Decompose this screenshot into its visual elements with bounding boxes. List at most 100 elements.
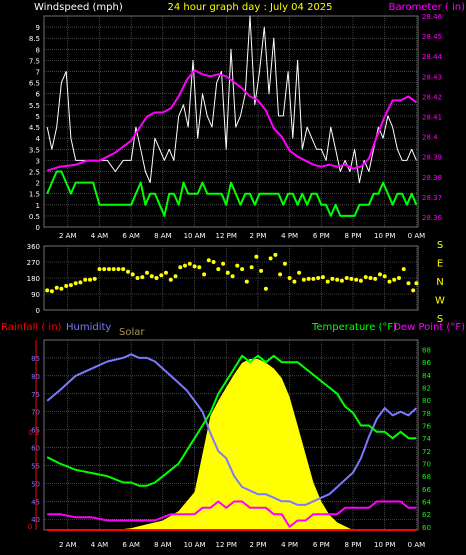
temperature-tick-label: 64	[422, 499, 431, 507]
direction-tick-label: 180	[27, 275, 40, 283]
direction-point	[354, 277, 359, 282]
direction-point	[183, 263, 187, 268]
windspeed-tick-label: 0	[36, 224, 40, 232]
temperature-line	[46, 354, 417, 487]
barometer-tick-label: 28.39	[422, 154, 442, 162]
direction-point	[268, 256, 273, 261]
windspeed-tick-label: 3	[36, 157, 40, 165]
direction-point	[135, 276, 140, 280]
direction-point	[301, 277, 306, 282]
direction-point	[164, 270, 168, 275]
x-tick-label: 0 AM	[408, 541, 426, 549]
temperature-tick-label: 72	[422, 448, 431, 456]
direction-point	[73, 281, 78, 286]
wind-barometer-panel: 9 8.5 8 7.5 7 6.5 6 5.5 5 4.5 4 3.5 3 2.5 2 1.5 1 0.5 0 28.…	[29, 13, 443, 240]
direction-point	[306, 276, 311, 281]
temperature-tick-label: 78	[422, 410, 431, 418]
x-tick-label: 4 PM	[281, 232, 298, 240]
direction-point	[292, 279, 297, 284]
barometer-tick-label: 28.44	[422, 53, 443, 61]
temperature-tick-label: 66	[422, 486, 431, 494]
windspeed-tick-label: 8.5	[29, 35, 40, 43]
direction-point	[83, 277, 88, 282]
direction-point	[202, 272, 207, 277]
direction-point	[216, 267, 221, 272]
direction-point	[145, 270, 149, 275]
direction-point	[273, 252, 278, 257]
direction-point	[263, 286, 268, 291]
direction-point	[97, 267, 102, 272]
x-tick-label: 12 PM	[216, 541, 237, 549]
windspeed-tick-label: 1.5	[29, 191, 40, 199]
direction-point	[411, 288, 416, 293]
x-tick-label: 6 AM	[122, 541, 140, 549]
rain-tick-label: 0.1	[28, 429, 39, 437]
x-tick-label: 4 AM	[91, 232, 109, 240]
barometer-tick-label: 28.46	[422, 13, 443, 21]
barometer-tick-label: 28.4	[422, 134, 438, 142]
direction-point	[68, 283, 73, 288]
direction-point	[397, 276, 401, 280]
windspeed-tick-label: 2.5	[29, 168, 40, 176]
temperature-tick-label: 86	[422, 359, 431, 367]
windspeed-tick-label: 7	[36, 69, 40, 77]
direction-tick-label: 270	[27, 259, 40, 267]
direction-point	[344, 276, 349, 280]
direction-point	[325, 279, 330, 284]
direction-point	[330, 276, 335, 281]
direction-point	[130, 272, 135, 277]
x-tick-label: 6 AM	[122, 232, 140, 240]
windspeed-tick-label: 5	[36, 113, 40, 121]
direction-point	[206, 258, 211, 263]
windspeed-tick-label: 5.5	[29, 102, 40, 110]
direction-point	[64, 284, 69, 288]
humidity-line	[46, 353, 418, 506]
windspeed-tick-label: 4.5	[29, 124, 40, 132]
direction-point	[173, 274, 178, 279]
direction-point	[373, 276, 378, 281]
x-tick-label: 2 PM	[249, 232, 266, 240]
x-tick-label: 10 PM	[374, 541, 395, 549]
direction-point	[358, 278, 363, 283]
direction-point	[244, 279, 249, 284]
direction-point	[192, 264, 197, 269]
direction-point	[320, 275, 325, 280]
direction-point	[363, 275, 368, 280]
average-wind-line	[46, 170, 418, 217]
direction-point	[297, 270, 302, 275]
temperature-tick-label: 84	[422, 372, 431, 380]
direction-point	[240, 267, 245, 272]
direction-point	[335, 277, 340, 282]
direction-point	[168, 277, 173, 282]
x-tick-label: 2 AM	[59, 541, 77, 549]
barometer-tick-label: 28.41	[422, 113, 442, 121]
direction-point	[140, 275, 145, 280]
direction-point	[54, 285, 59, 290]
compass-label: W	[435, 296, 445, 307]
direction-point	[126, 269, 130, 274]
direction-point	[221, 261, 226, 266]
x-tick-label: 6 PM	[313, 232, 330, 240]
direction-point	[225, 270, 230, 275]
x-tick-label: 2 PM	[249, 541, 266, 549]
windspeed-tick-label: 4	[36, 135, 41, 143]
barometer-tick-label: 28.38	[422, 174, 442, 182]
barometer-tick-label: 28.43	[422, 73, 442, 81]
direction-point	[392, 277, 397, 282]
direction-point	[78, 280, 83, 285]
direction-point	[287, 276, 292, 280]
direction-point	[49, 289, 54, 294]
windspeed-tick-label: 6.5	[29, 80, 40, 88]
direction-point	[259, 268, 264, 273]
temperature-tick-label: 62	[422, 511, 431, 519]
windspeed-tick-label: 7.5	[29, 57, 40, 65]
direction-point	[107, 267, 111, 272]
windspeed-line	[46, 15, 417, 184]
direction-point	[149, 274, 154, 279]
solar-area	[47, 359, 417, 530]
direction-tick-label: 360	[27, 243, 40, 251]
direction-point	[254, 254, 259, 259]
direction-point	[349, 276, 354, 281]
x-tick-label: 8 PM	[345, 232, 362, 240]
